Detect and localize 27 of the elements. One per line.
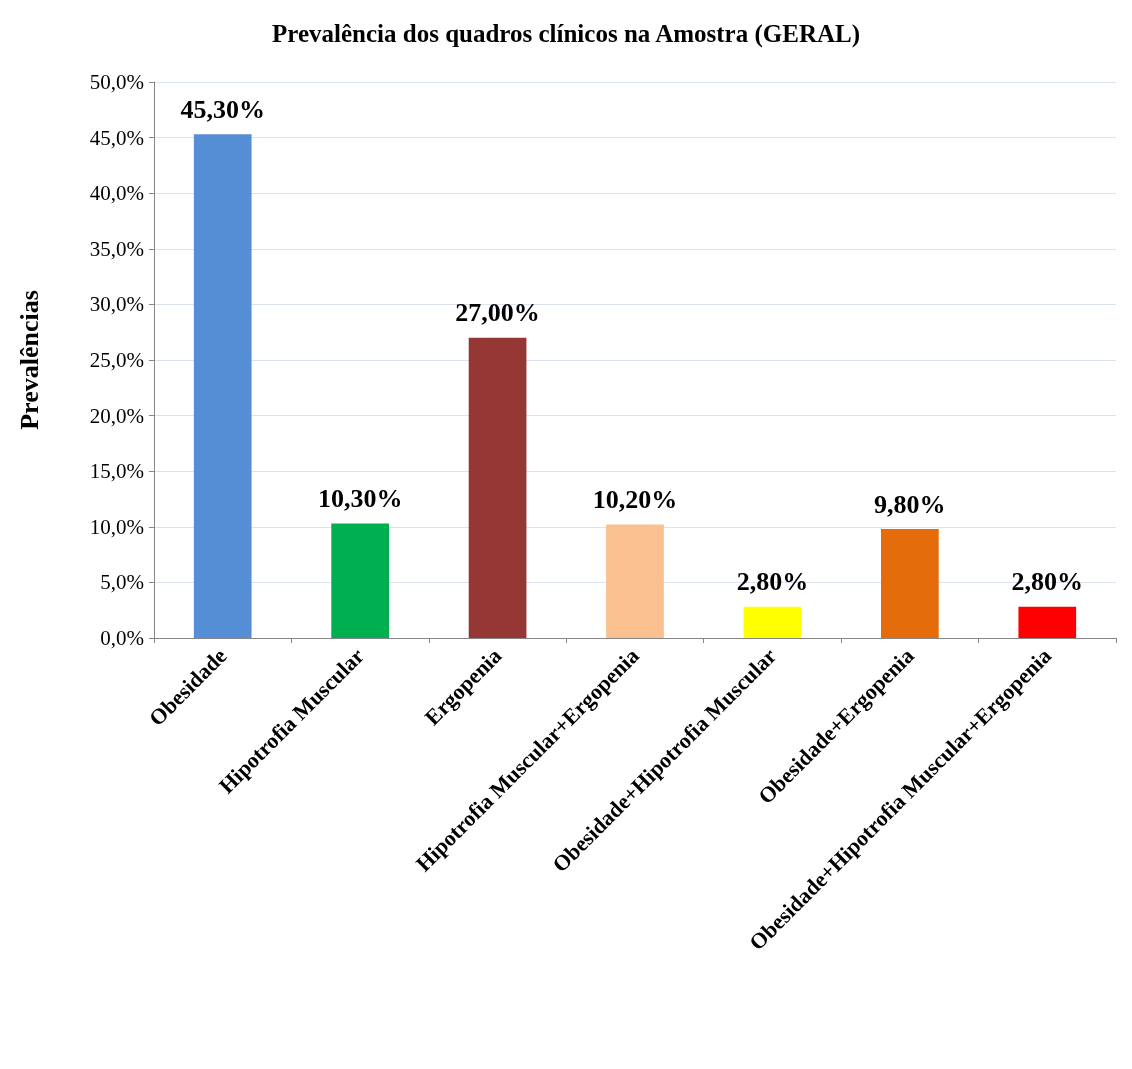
y-tick-label: 15,0% xyxy=(89,459,144,484)
data-label: 27,00% xyxy=(455,298,540,328)
bar xyxy=(331,523,389,638)
data-label: 9,80% xyxy=(874,489,946,519)
y-tick-label: 35,0% xyxy=(89,236,144,261)
data-label: 2,80% xyxy=(1011,567,1084,597)
bar xyxy=(1018,606,1077,638)
bar xyxy=(468,337,527,638)
data-label: 10,30% xyxy=(317,483,403,513)
y-tick-label: 20,0% xyxy=(89,403,144,428)
y-tick-label: 50,0% xyxy=(89,70,144,94)
bar xyxy=(881,529,939,638)
y-tick-label: 40,0% xyxy=(89,181,144,206)
data-label: 10,20% xyxy=(592,485,678,515)
bar xyxy=(743,606,802,638)
bar xyxy=(606,524,664,638)
y-tick-label: 25,0% xyxy=(89,348,144,372)
y-tick-label: 30,0% xyxy=(89,292,144,317)
data-label: 2,80% xyxy=(736,567,809,597)
y-tick-label: 10,0% xyxy=(89,514,144,539)
data-label: 45,30% xyxy=(180,94,265,124)
y-tick-label: 45,0% xyxy=(89,125,144,150)
bar xyxy=(193,134,252,638)
y-axis-title: Prevalências xyxy=(14,290,44,430)
y-tick-label: 5,0% xyxy=(100,570,144,595)
y-tick-label: 0,0% xyxy=(100,626,144,650)
chart-title: Prevalência dos quadros clínicos na Amostra (GERAL) xyxy=(272,20,860,48)
